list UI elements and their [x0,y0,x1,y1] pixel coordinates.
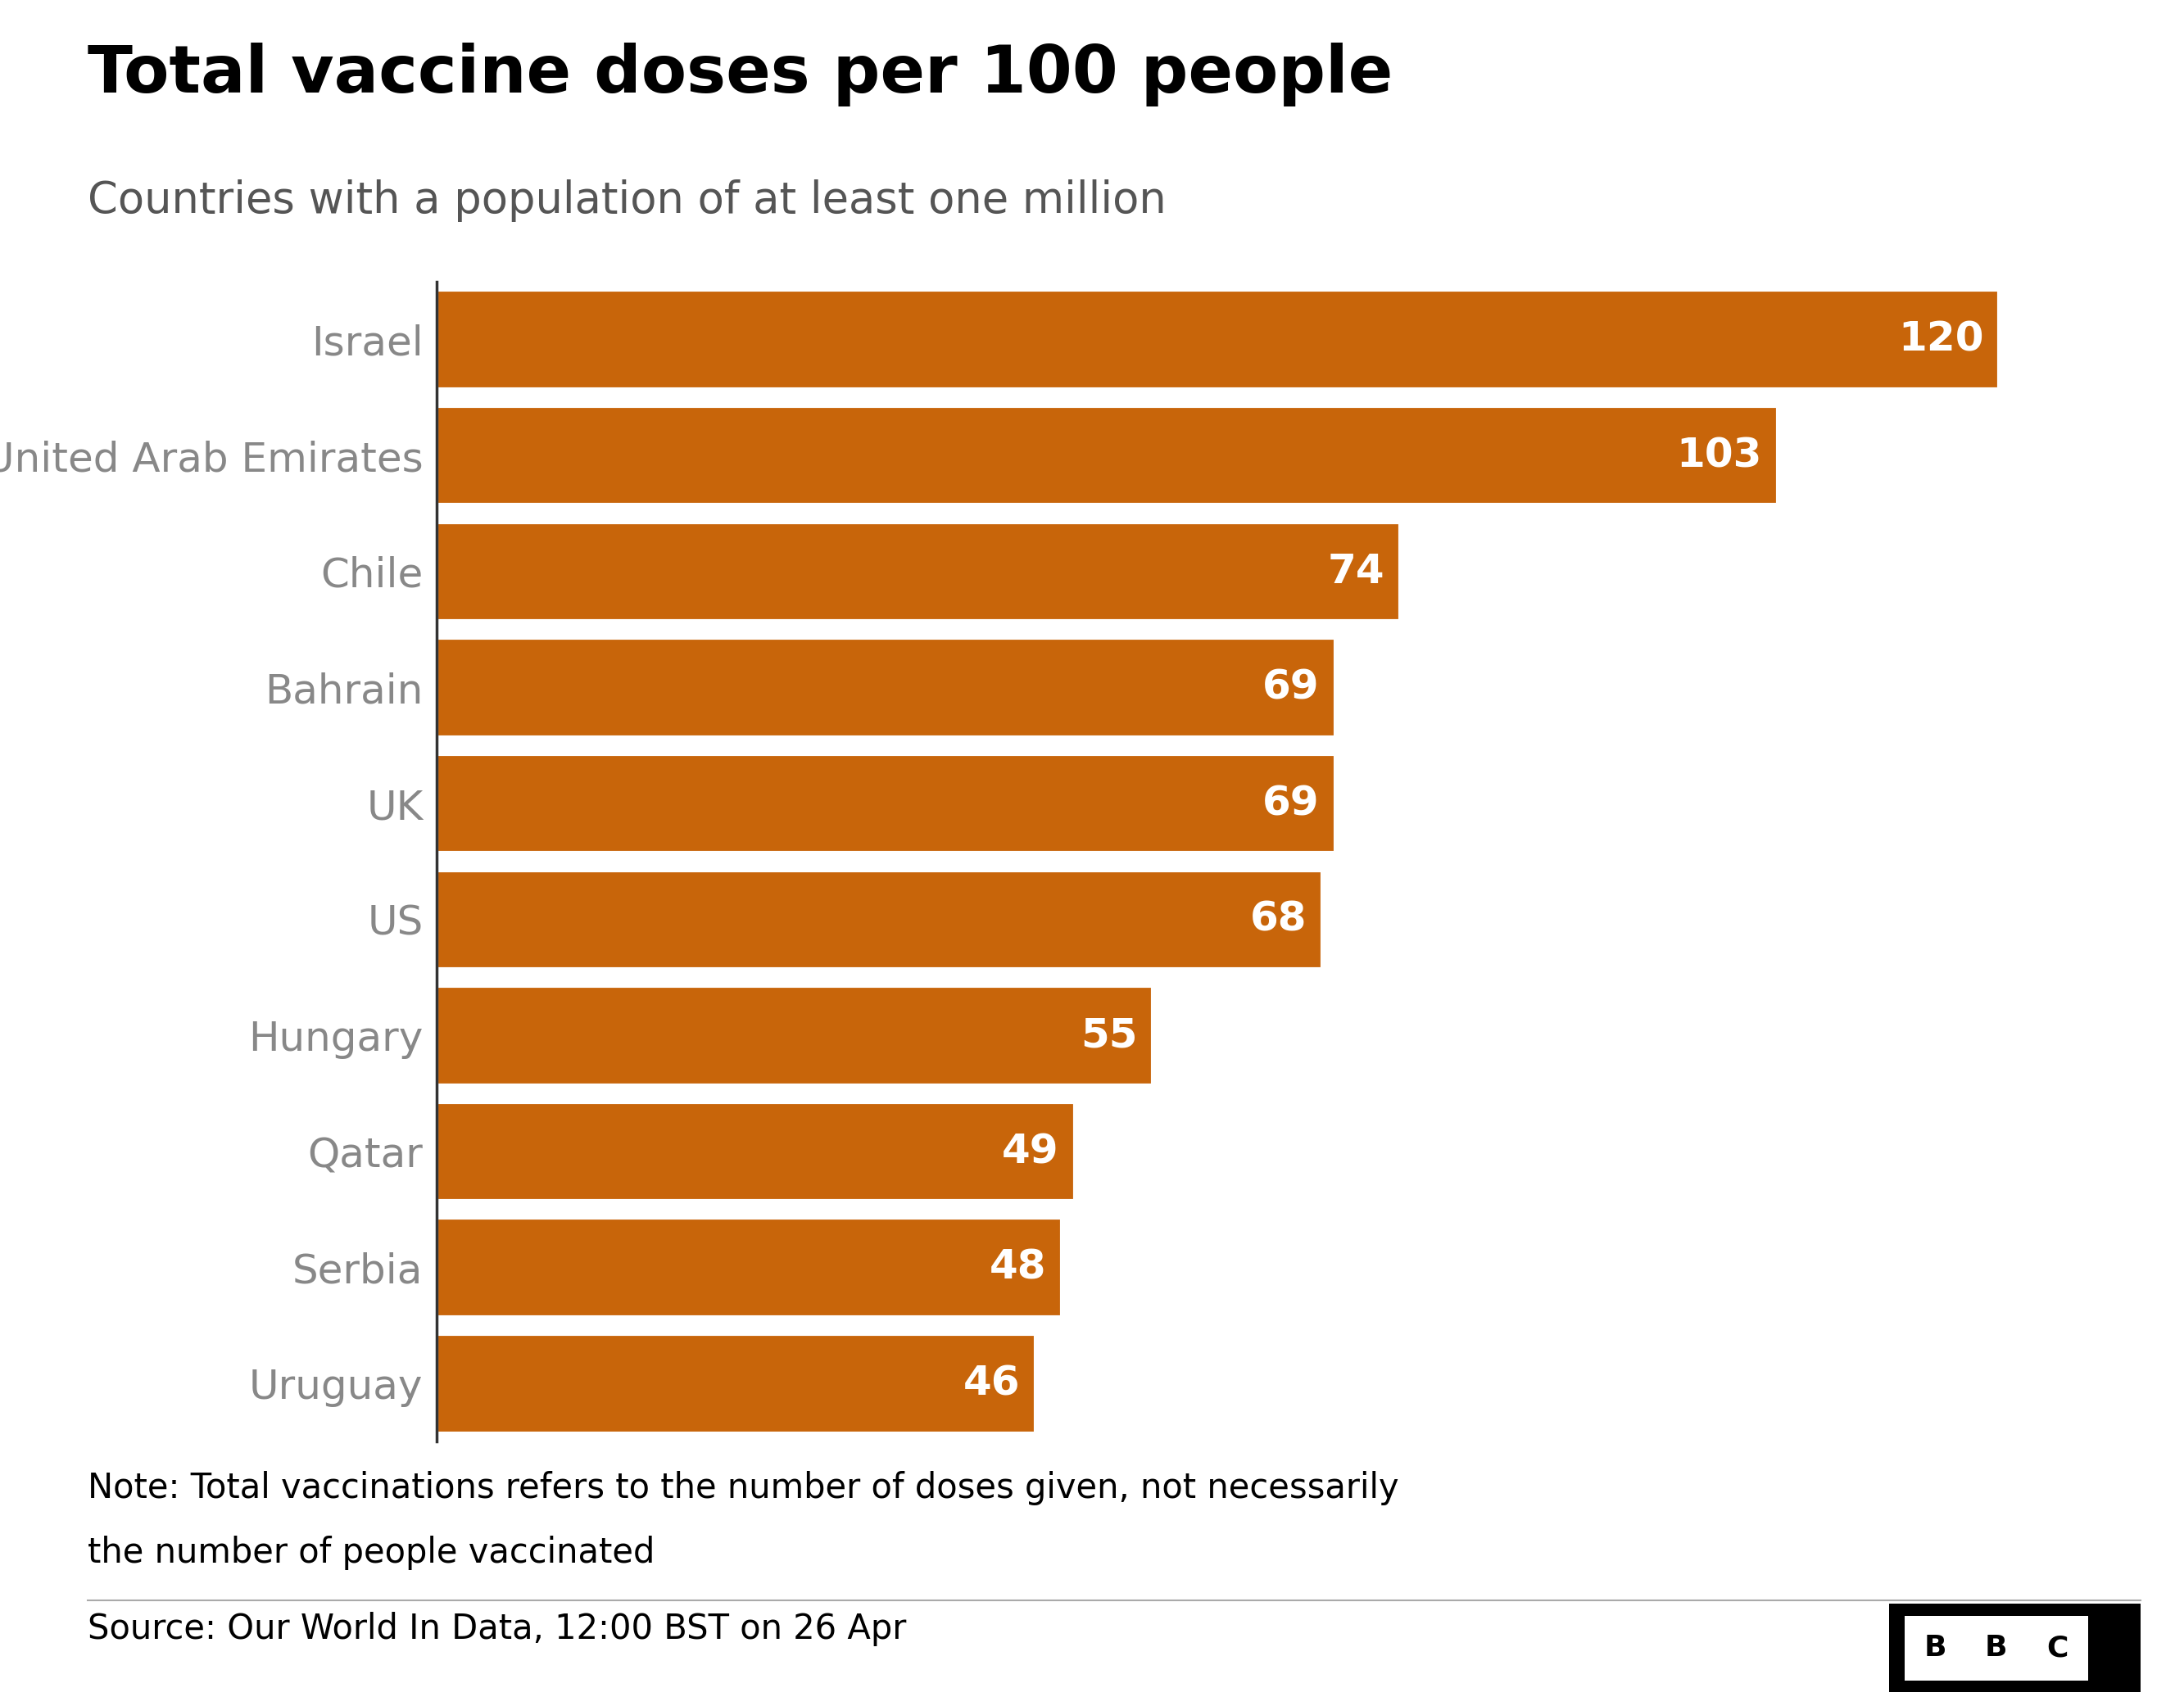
Bar [437,1334,1035,1433]
Bar [437,1102,1075,1201]
Text: 55: 55 [1081,1015,1138,1056]
Text: 74: 74 [1328,551,1385,592]
Text: Countries with a population of at least one million: Countries with a population of at least … [87,179,1166,222]
Text: Total vaccine doses per 100 people: Total vaccine doses per 100 people [87,43,1393,106]
Text: C: C [2046,1634,2068,1662]
Text: the number of people vaccinated: the number of people vaccinated [87,1535,655,1570]
Text: Note: Total vaccinations refers to the number of doses given, not necessarily: Note: Total vaccinations refers to the n… [87,1471,1398,1505]
Text: 69: 69 [1262,667,1319,708]
Text: 46: 46 [963,1363,1020,1404]
Text: 69: 69 [1262,783,1319,824]
Bar [437,638,1334,737]
Text: Source: Our World In Data, 12:00 BST on 26 Apr: Source: Our World In Data, 12:00 BST on … [87,1612,906,1646]
Text: B: B [1924,1634,1946,1662]
Bar [437,986,1153,1085]
Bar [437,1218,1061,1317]
Text: 120: 120 [1898,319,1983,360]
Text: 103: 103 [1677,435,1762,476]
Bar [437,406,1778,505]
Text: 48: 48 [989,1247,1046,1288]
Text: 68: 68 [1249,899,1306,940]
Bar [437,522,1400,621]
Bar [437,290,1998,389]
Text: 49: 49 [1002,1131,1059,1172]
Bar [437,870,1321,969]
Bar [437,754,1334,853]
Text: B: B [1985,1634,2007,1662]
